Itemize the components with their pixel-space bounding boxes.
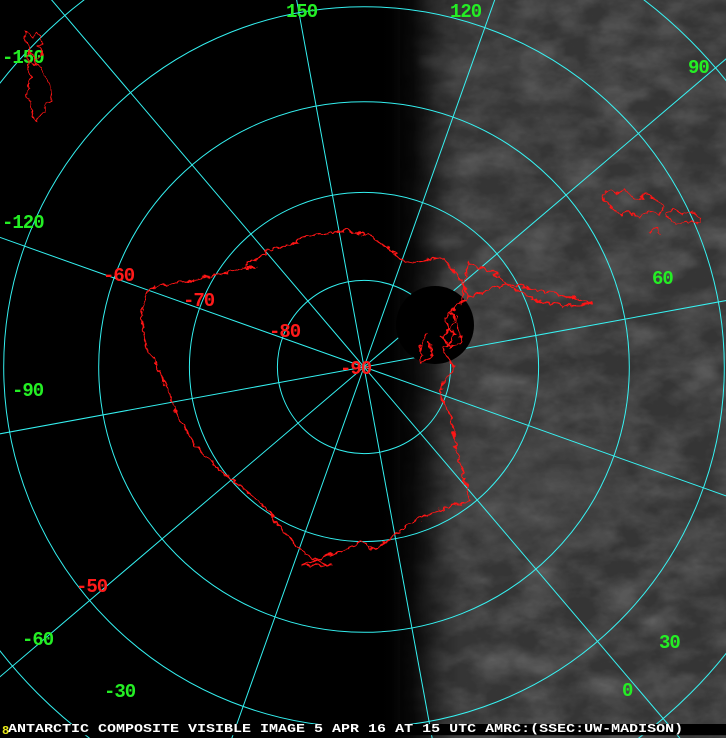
- svg-text:-60: -60: [22, 629, 54, 651]
- svg-text:60: 60: [652, 268, 673, 290]
- svg-text:-80: -80: [269, 321, 301, 343]
- svg-text:120: 120: [450, 1, 482, 23]
- svg-text:30: 30: [659, 632, 680, 654]
- svg-text:-120: -120: [2, 212, 44, 234]
- svg-text:0: 0: [622, 680, 633, 702]
- svg-text:-60: -60: [103, 265, 135, 287]
- svg-text:-50: -50: [76, 576, 108, 598]
- svg-text:-30: -30: [104, 681, 136, 703]
- svg-text:90: 90: [688, 57, 709, 79]
- svg-text:-90: -90: [340, 358, 372, 380]
- svg-text:-70: -70: [183, 290, 215, 312]
- svg-text:-90: -90: [12, 380, 44, 402]
- svg-text:150: 150: [286, 1, 318, 23]
